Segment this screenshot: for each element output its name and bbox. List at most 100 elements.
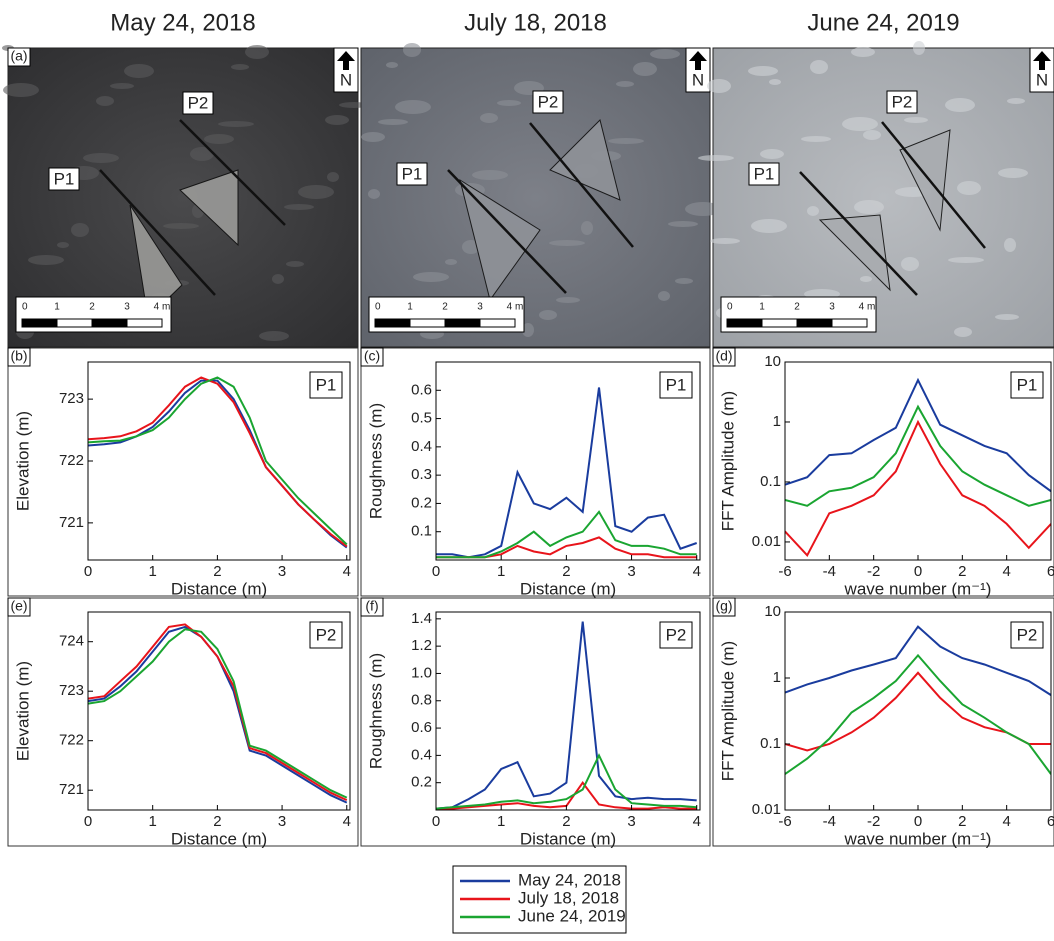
texture (1007, 98, 1025, 104)
x-axis-label: wave number (m⁻¹) (844, 579, 992, 598)
texture (957, 181, 981, 195)
y-tick-label: 10 (764, 603, 781, 620)
texture (298, 185, 334, 199)
scale-seg (375, 319, 410, 327)
y-tick-label: 0.5 (411, 410, 432, 427)
y-axis-label: FFT Amplitude (m) (718, 641, 737, 781)
texture (245, 45, 269, 59)
y-axis-label: FFT Amplitude (m) (718, 391, 737, 531)
texture (710, 238, 740, 244)
scale-seg (410, 319, 445, 327)
texture (124, 64, 154, 78)
texture (851, 47, 875, 57)
scale-label: 4 m (859, 302, 876, 313)
profile-label: P1 (1017, 375, 1038, 394)
profile-label: P1 (402, 164, 423, 183)
photo-panel: P1P2N01234 m (698, 41, 1054, 347)
x-tick-label: 4 (693, 563, 701, 580)
y-tick-label: 1 (773, 413, 781, 430)
texture (472, 170, 508, 180)
x-axis-label: wave number (m⁻¹) (844, 829, 992, 848)
legend-label: June 24, 2019 (518, 906, 626, 925)
x-tick-label: 0 (914, 563, 922, 580)
x-tick-label: 4 (343, 563, 351, 580)
scale-label: 3 (829, 302, 835, 313)
texture (204, 134, 234, 144)
texture (650, 49, 680, 59)
x-tick-label: 3 (627, 813, 635, 830)
x-tick-label: 2 (562, 563, 570, 580)
y-tick-label: 0.1 (760, 735, 781, 752)
texture (284, 204, 314, 210)
y-tick-label: 1 (773, 669, 781, 686)
texture (218, 121, 254, 127)
texture (378, 119, 408, 125)
y-tick-label: 10 (764, 353, 781, 370)
texture (842, 117, 878, 131)
north-label: N (1036, 70, 1048, 89)
x-tick-label: 2 (562, 813, 570, 830)
y-tick-label: 721 (59, 781, 84, 798)
column-title: July 18, 2018 (464, 9, 607, 36)
figure: May 24, 2018July 18, 2018June 24, 2019P1… (0, 0, 1054, 941)
legend-label: July 18, 2018 (518, 888, 619, 907)
panel-label: (g) (715, 598, 732, 614)
y-tick-label: 721 (59, 514, 84, 531)
texture (539, 310, 557, 320)
scale-seg (832, 319, 867, 327)
texture (361, 132, 385, 142)
profile-label: P2 (316, 625, 337, 644)
x-tick-label: 1 (497, 813, 505, 830)
y-tick-label: 0.4 (411, 746, 432, 763)
texture (707, 79, 731, 93)
x-tick-label: 0 (84, 813, 92, 830)
y-tick-label: 0.3 (411, 466, 432, 483)
y-tick-label: 1.4 (411, 610, 432, 627)
scale-label: 1 (759, 302, 765, 313)
texture (368, 189, 380, 199)
x-tick-label: 0 (432, 813, 440, 830)
profile-label: P2 (538, 92, 559, 111)
texture (948, 257, 984, 263)
y-axis-label: Elevation (m) (13, 411, 32, 511)
scale-seg (762, 319, 797, 327)
scale-label: 0 (375, 302, 381, 313)
profile-label: P2 (1017, 625, 1038, 644)
scale-seg (480, 319, 515, 327)
texture (581, 221, 593, 235)
x-tick-label: 3 (627, 563, 635, 580)
photo-panel: P1P2N01234 m(a) (2, 45, 369, 347)
scale-label: 4 m (507, 302, 524, 313)
texture (998, 168, 1028, 178)
texture (259, 331, 289, 341)
y-axis-label: Roughness (m) (366, 653, 385, 769)
texture (3, 83, 39, 97)
chart-panel: 012340.10.20.30.40.50.6Distance (m)Rough… (361, 348, 710, 599)
texture (810, 60, 828, 74)
texture (904, 117, 928, 123)
scale-seg (57, 319, 92, 327)
y-tick-label: 0.1 (760, 473, 781, 490)
texture (445, 259, 457, 265)
texture (231, 64, 249, 70)
profile-label: P2 (666, 625, 687, 644)
x-tick-label: 4 (693, 813, 701, 830)
panel-label: (e) (10, 598, 27, 614)
x-tick-label: 1 (149, 563, 157, 580)
scale-label: 4 m (154, 302, 171, 313)
texture (327, 172, 339, 182)
texture (96, 96, 114, 106)
profile-label: P1 (54, 169, 75, 188)
panel-label: (f) (365, 598, 378, 614)
texture (28, 255, 64, 265)
texture (556, 297, 580, 303)
texture (860, 276, 872, 282)
x-tick-label: 2 (958, 813, 966, 830)
texture (286, 261, 304, 267)
x-tick-label: -6 (778, 563, 791, 580)
legend-label: May 24, 2018 (518, 870, 621, 889)
profile-label: P2 (892, 92, 913, 111)
x-tick-label: 6 (1047, 813, 1054, 830)
chart-panel: -6-4-202460.010.1110wave number (m⁻¹)FFT… (713, 598, 1054, 849)
